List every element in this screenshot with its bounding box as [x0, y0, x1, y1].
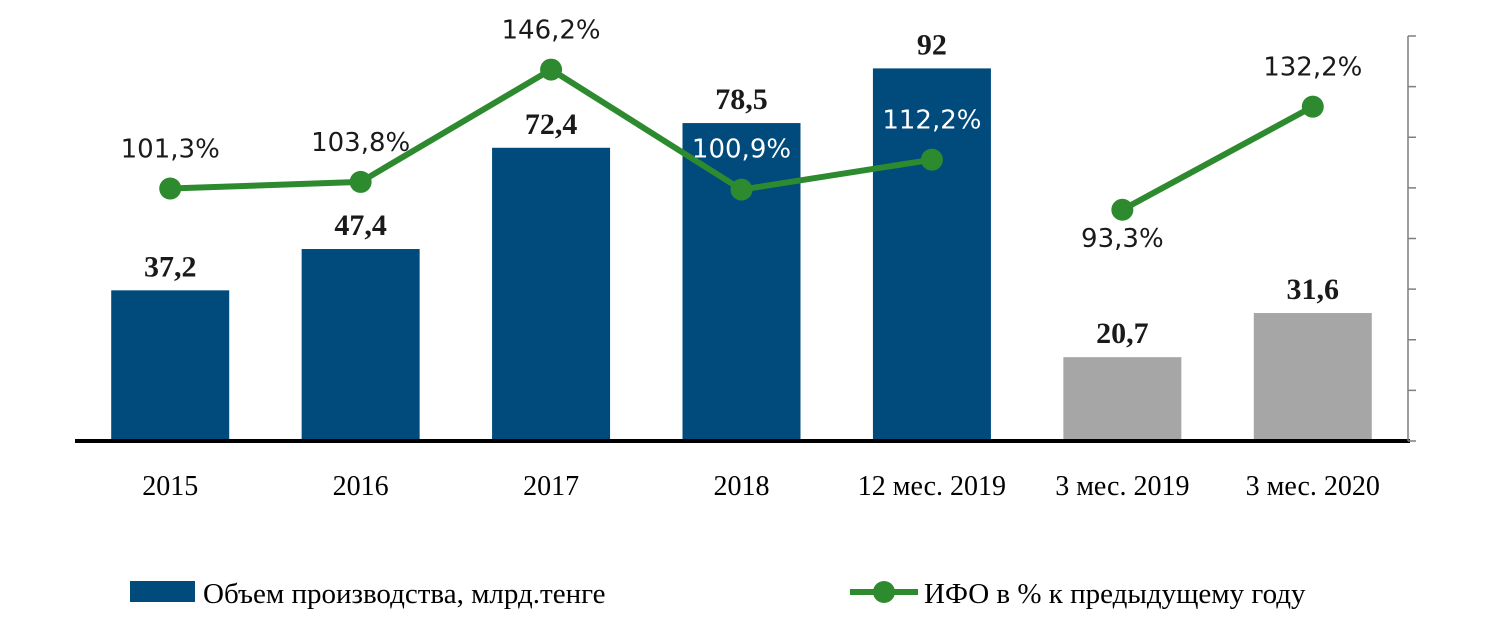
legend-bar-label: Объем производства, млрд.тенге — [203, 578, 605, 610]
legend-line-label: ИФО в % к предыдущему году — [924, 578, 1306, 610]
bar — [1063, 357, 1182, 441]
right-axis — [1407, 35, 1416, 442]
bar — [872, 68, 991, 442]
bar-value-label: 72,4 — [525, 108, 578, 141]
line-marker — [159, 177, 182, 200]
category-label: 2018 — [714, 471, 770, 502]
bars — [111, 68, 1372, 442]
category-label: 12 мес. 2019 — [858, 471, 1006, 502]
line-value-label: 146,2% — [502, 16, 601, 46]
line-value-label: 100,9% — [692, 135, 791, 165]
bar-value-label: 47,4 — [334, 209, 387, 242]
category-label: 2016 — [333, 471, 389, 502]
legend-bar-swatch — [130, 581, 195, 602]
line-marker — [349, 170, 372, 193]
category-label: 2015 — [142, 471, 198, 502]
line-labels: 101,3% 103,8% 146,2% 100,9% 112,2% 93,3% 132,2… — [121, 16, 1363, 254]
line-marker — [1111, 198, 1134, 221]
bar — [301, 249, 420, 441]
bar-value-label: 92 — [917, 28, 947, 61]
bar — [682, 123, 801, 441]
bar — [1253, 313, 1372, 441]
line-segment — [1120, 104, 1315, 213]
bar-value-label: 31,6 — [1287, 273, 1340, 306]
bar-value-label: 78,5 — [715, 83, 768, 116]
line-marker — [1301, 95, 1324, 118]
legend-line-marker — [873, 581, 895, 603]
line-value-label: 93,3% — [1081, 224, 1164, 254]
line-value-label: 101,3% — [121, 135, 220, 165]
bar-value-label: 20,7 — [1096, 317, 1149, 350]
category-label: 3 мес. 2020 — [1246, 471, 1380, 502]
bar-value-label: 37,2 — [144, 250, 197, 283]
line-value-label: 132,2% — [1263, 53, 1362, 83]
line-value-label: 103,8% — [311, 128, 410, 158]
category-label: 3 мес. 2019 — [1055, 471, 1189, 502]
line-value-label: 112,2% — [882, 106, 981, 136]
category-label: 2017 — [523, 471, 579, 502]
line-marker — [540, 58, 563, 81]
line-marker — [920, 148, 943, 171]
bar — [111, 290, 230, 441]
line-series — [159, 58, 1324, 221]
bar — [492, 147, 611, 441]
bar-labels: 37,2 47,4 72,4 78,5 92 20,7 31,6 — [144, 28, 1339, 350]
category-labels: 2015 2016 2017 2018 12 мес. 2019 3 мес. 2019 3… — [142, 471, 1380, 502]
line-marker — [730, 178, 753, 201]
legend: Объем производства, млрд.тенге ИФО в % к… — [130, 578, 1306, 610]
